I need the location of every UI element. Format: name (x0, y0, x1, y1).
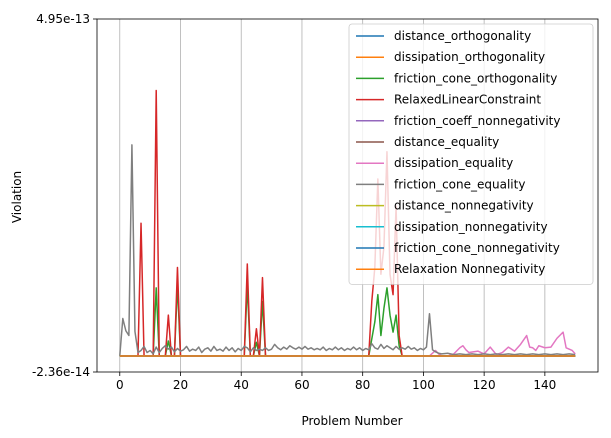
plot-area (119, 89, 576, 357)
x-axis-label: Problem Number (301, 414, 402, 428)
series-line-friction_cone_equality (119, 144, 576, 357)
y-axis: -2.36e-14 4.95e-13 (32, 12, 97, 379)
x-tick-label: 100 (412, 378, 435, 392)
legend-label: Relaxation Nonnegativity (394, 262, 545, 276)
x-tick-label: 20 (173, 378, 188, 392)
legend-label: dissipation_orthogonality (394, 50, 545, 64)
legend-label: dissipation_nonnegativity (394, 220, 548, 234)
y-axis-label: Violation (10, 171, 24, 223)
plot-frame (96, 18, 599, 373)
legend-label: friction_cone_equality (394, 177, 525, 191)
legend-box (348, 23, 594, 285)
x-tick-label: 80 (355, 378, 370, 392)
axes-frame (96, 18, 599, 373)
x-tick-label: 40 (234, 378, 249, 392)
legend-label: RelaxedLinearConstraint (394, 93, 541, 107)
y-tick-label: -2.36e-14 (32, 365, 90, 379)
legend-label: distance_orthogonality (394, 29, 531, 43)
legend-label: distance_nonnegativity (394, 199, 534, 213)
x-tick-label: 60 (294, 378, 309, 392)
x-tick-label: 140 (533, 378, 556, 392)
legend-label: friction_coeff_nonnegativity (394, 114, 560, 128)
legend-label: dissipation_equality (394, 156, 513, 170)
legend-label: friction_cone_nonnegativity (394, 241, 560, 255)
legend: distance_orthogonality dissipation_orthog… (348, 23, 594, 285)
legend-label: friction_cone_orthogonality (394, 71, 557, 85)
x-tick-label: 0 (116, 378, 124, 392)
x-tick-label: 120 (473, 378, 496, 392)
x-axis: 0 20 40 60 80 100 120 140 (116, 372, 556, 392)
y-tick-label: 4.95e-13 (36, 12, 90, 26)
legend-label: distance_equality (394, 135, 499, 149)
